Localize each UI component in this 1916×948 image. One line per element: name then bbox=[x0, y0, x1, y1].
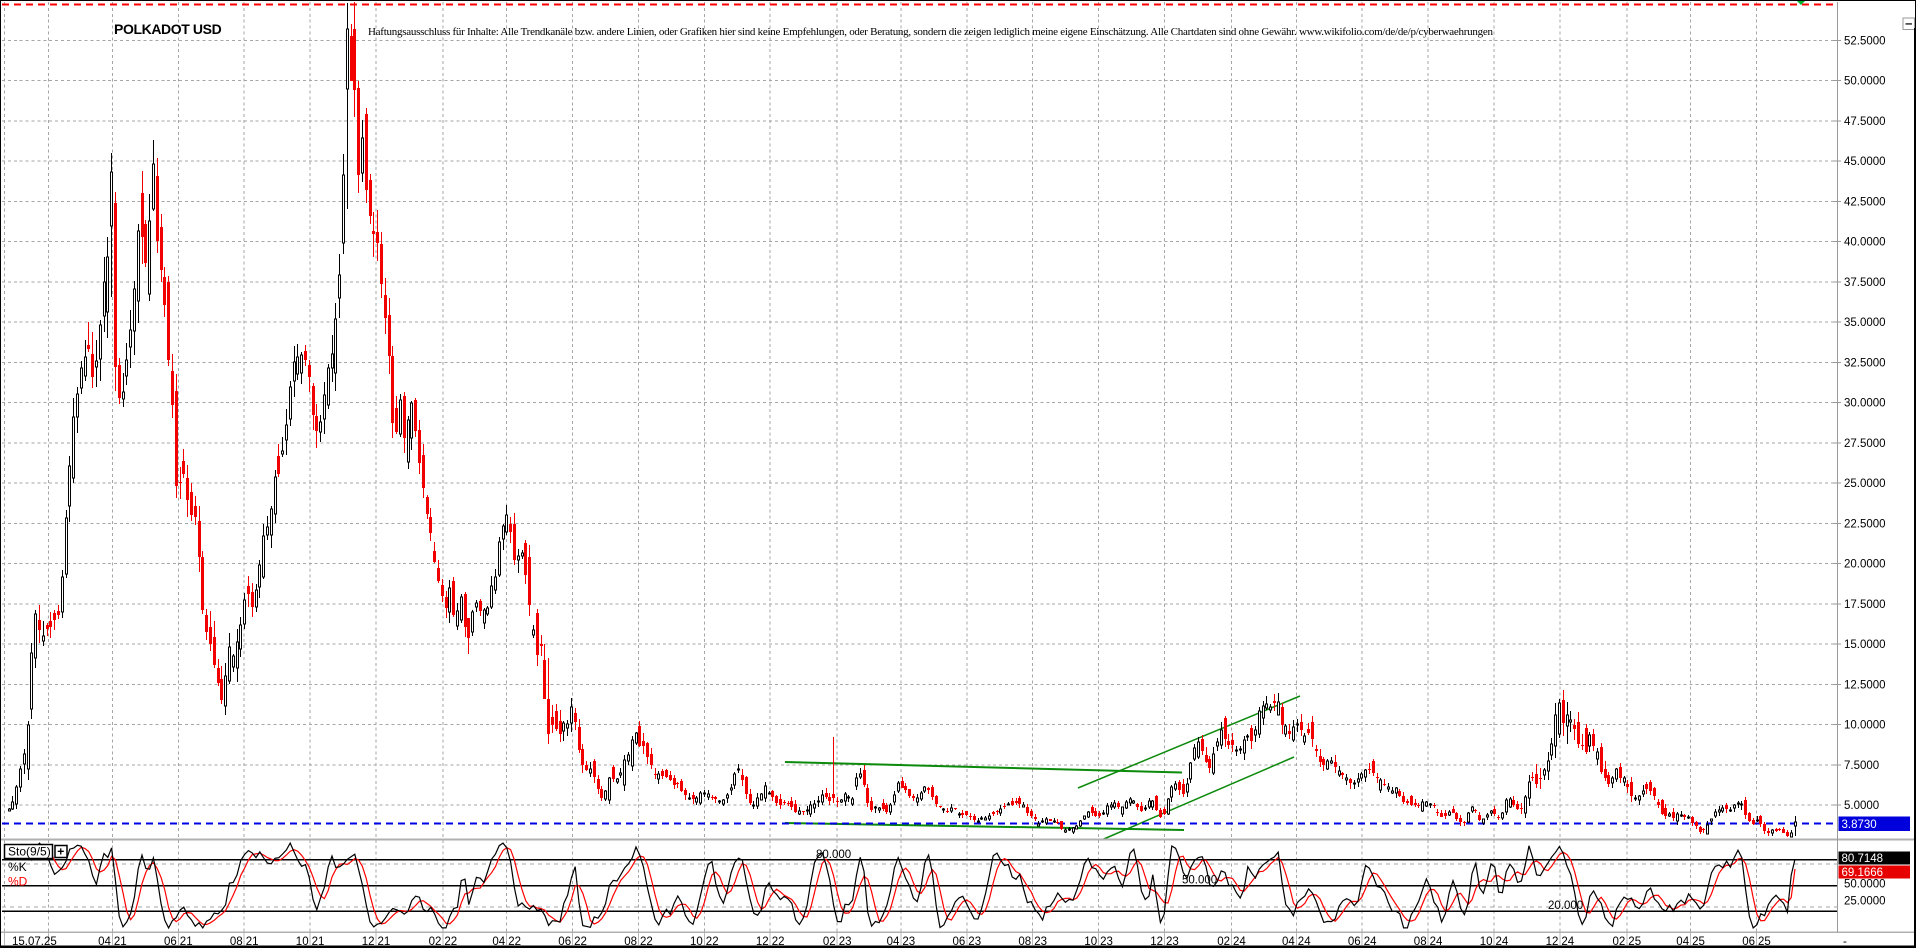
svg-text:80.000: 80.000 bbox=[816, 849, 851, 861]
svg-text:12: 12 bbox=[756, 936, 769, 948]
svg-text:22: 22 bbox=[772, 936, 785, 948]
svg-text:02: 02 bbox=[429, 936, 442, 948]
svg-text:25: 25 bbox=[1692, 936, 1705, 948]
svg-text:+: + bbox=[57, 845, 64, 859]
svg-text:24: 24 bbox=[1298, 936, 1311, 948]
svg-text:21: 21 bbox=[114, 936, 127, 948]
svg-text:23: 23 bbox=[1034, 936, 1047, 948]
svg-text:5.0000: 5.0000 bbox=[1844, 800, 1879, 812]
svg-text:22: 22 bbox=[574, 936, 587, 948]
svg-text:10: 10 bbox=[690, 936, 703, 948]
svg-text:04: 04 bbox=[492, 936, 505, 948]
svg-text:37.5000: 37.5000 bbox=[1844, 277, 1886, 289]
svg-text:12: 12 bbox=[1150, 936, 1163, 948]
svg-text:23: 23 bbox=[902, 936, 915, 948]
svg-text:25: 25 bbox=[1628, 936, 1641, 948]
svg-text:10: 10 bbox=[1480, 936, 1493, 948]
svg-text:24: 24 bbox=[1561, 936, 1574, 948]
svg-text:%K: %K bbox=[8, 860, 27, 874]
svg-text:69.1666: 69.1666 bbox=[1842, 867, 1884, 879]
svg-text:POLKADOT USD: POLKADOT USD bbox=[114, 21, 222, 37]
svg-text:30.0000: 30.0000 bbox=[1844, 398, 1886, 410]
svg-text:23: 23 bbox=[839, 936, 852, 948]
svg-text:06: 06 bbox=[558, 936, 571, 948]
svg-text:52.5000: 52.5000 bbox=[1844, 35, 1886, 47]
svg-text:08: 08 bbox=[1018, 936, 1031, 948]
svg-text:22: 22 bbox=[640, 936, 653, 948]
svg-text:06: 06 bbox=[953, 936, 966, 948]
svg-text:02: 02 bbox=[1613, 936, 1626, 948]
svg-text:-: - bbox=[1843, 936, 1847, 948]
svg-text:10: 10 bbox=[296, 936, 309, 948]
svg-text:%D: %D bbox=[8, 875, 28, 889]
svg-text:21: 21 bbox=[180, 936, 193, 948]
svg-text:02: 02 bbox=[823, 936, 836, 948]
svg-text:12.5000: 12.5000 bbox=[1844, 679, 1886, 691]
svg-text:20.0000: 20.0000 bbox=[1844, 559, 1886, 571]
svg-text:04: 04 bbox=[887, 936, 900, 948]
svg-text:47.5000: 47.5000 bbox=[1844, 116, 1886, 128]
svg-text:06: 06 bbox=[164, 936, 177, 948]
svg-text:25: 25 bbox=[1758, 936, 1771, 948]
svg-text:02: 02 bbox=[1217, 936, 1230, 948]
svg-text:24: 24 bbox=[1430, 936, 1443, 948]
svg-text:22: 22 bbox=[706, 936, 719, 948]
svg-text:15.07.25: 15.07.25 bbox=[12, 936, 57, 948]
svg-text:15.0000: 15.0000 bbox=[1844, 639, 1886, 651]
svg-text:06: 06 bbox=[1348, 936, 1361, 948]
svg-text:42.5000: 42.5000 bbox=[1844, 196, 1886, 208]
svg-text:Sto(9/5): Sto(9/5) bbox=[8, 845, 51, 859]
svg-text:08: 08 bbox=[1414, 936, 1427, 948]
svg-text:10.0000: 10.0000 bbox=[1844, 720, 1886, 732]
svg-text:80.7148: 80.7148 bbox=[1842, 853, 1884, 865]
svg-text:32.5000: 32.5000 bbox=[1844, 357, 1886, 369]
svg-text:22: 22 bbox=[444, 936, 457, 948]
svg-text:22: 22 bbox=[508, 936, 521, 948]
svg-text:20.000: 20.000 bbox=[1548, 900, 1583, 912]
svg-text:24: 24 bbox=[1496, 936, 1509, 948]
svg-text:04: 04 bbox=[98, 936, 111, 948]
svg-text:12: 12 bbox=[362, 936, 375, 948]
svg-text:21: 21 bbox=[312, 936, 325, 948]
svg-text:7.5000: 7.5000 bbox=[1844, 760, 1879, 772]
svg-text:25.0000: 25.0000 bbox=[1844, 478, 1886, 490]
svg-text:35.0000: 35.0000 bbox=[1844, 317, 1886, 329]
svg-text:50.0000: 50.0000 bbox=[1844, 76, 1886, 88]
svg-text:50.000: 50.000 bbox=[1182, 875, 1217, 887]
svg-text:04: 04 bbox=[1282, 936, 1295, 948]
svg-text:40.0000: 40.0000 bbox=[1844, 237, 1886, 249]
svg-text:3.8730: 3.8730 bbox=[1842, 819, 1877, 831]
svg-text:22.5000: 22.5000 bbox=[1844, 518, 1886, 530]
svg-text:08: 08 bbox=[230, 936, 243, 948]
svg-text:08: 08 bbox=[624, 936, 637, 948]
svg-text:23: 23 bbox=[1166, 936, 1179, 948]
svg-text:12: 12 bbox=[1546, 936, 1559, 948]
svg-text:06: 06 bbox=[1742, 936, 1755, 948]
svg-text:25.0000: 25.0000 bbox=[1844, 896, 1886, 908]
svg-text:24: 24 bbox=[1364, 936, 1377, 948]
svg-text:04: 04 bbox=[1676, 936, 1689, 948]
svg-text:45.0000: 45.0000 bbox=[1844, 156, 1886, 168]
svg-text:17.5000: 17.5000 bbox=[1844, 599, 1886, 611]
svg-text:21: 21 bbox=[246, 936, 259, 948]
svg-text:24: 24 bbox=[1233, 936, 1246, 948]
svg-text:Haftungsausschluss für Inhalte: Haftungsausschluss für Inhalte: Alle Tre… bbox=[368, 26, 1493, 38]
svg-text:23: 23 bbox=[1100, 936, 1113, 948]
svg-text:10: 10 bbox=[1084, 936, 1097, 948]
svg-text:27.5000: 27.5000 bbox=[1844, 438, 1886, 450]
svg-text:21: 21 bbox=[378, 936, 391, 948]
svg-text:50.0000: 50.0000 bbox=[1844, 879, 1886, 891]
svg-text:23: 23 bbox=[968, 936, 981, 948]
